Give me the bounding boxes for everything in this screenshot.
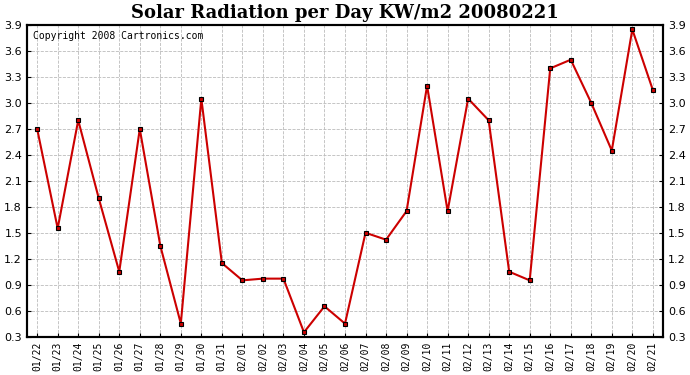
Title: Solar Radiation per Day KW/m2 20080221: Solar Radiation per Day KW/m2 20080221 (131, 4, 559, 22)
Text: Copyright 2008 Cartronics.com: Copyright 2008 Cartronics.com (33, 32, 204, 41)
